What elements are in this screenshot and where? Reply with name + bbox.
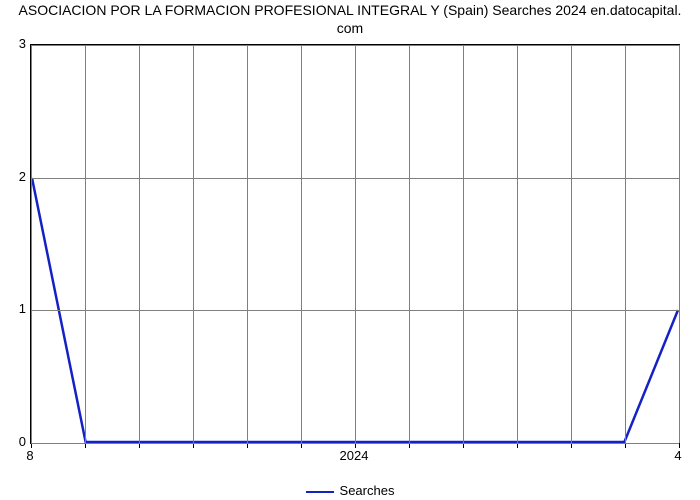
y-axis-label: 3 (6, 36, 26, 51)
grid-vertical (463, 45, 464, 443)
grid-horizontal (31, 310, 679, 311)
grid-horizontal (31, 178, 679, 179)
grid-horizontal (31, 45, 679, 46)
legend: Searches (0, 483, 700, 498)
title-line-2: com (337, 20, 363, 36)
plot-area (30, 44, 680, 444)
legend-label: Searches (340, 483, 395, 498)
y-axis-label: 2 (6, 169, 26, 184)
grid-vertical (247, 45, 248, 443)
y-axis-label: 1 (6, 301, 26, 316)
grid-vertical (301, 45, 302, 443)
x-axis-label-right: 4 (674, 448, 681, 463)
grid-vertical (139, 45, 140, 443)
title-line-1: ASOCIACION POR LA FORMACION PROFESIONAL … (19, 2, 682, 18)
x-axis-label-left: 8 (26, 448, 33, 463)
grid-vertical (355, 45, 356, 443)
grid-horizontal (31, 443, 679, 444)
grid-vertical (409, 45, 410, 443)
legend-line-sample (306, 491, 334, 493)
chart-container: ASOCIACION POR LA FORMACION PROFESIONAL … (0, 0, 700, 500)
grid-vertical (517, 45, 518, 443)
grid-vertical (85, 45, 86, 443)
grid-vertical (571, 45, 572, 443)
grid-vertical (625, 45, 626, 443)
x-axis-label-center: 2024 (340, 448, 369, 463)
grid-vertical (31, 45, 32, 443)
chart-title: ASOCIACION POR LA FORMACION PROFESIONAL … (0, 2, 700, 37)
y-axis-label: 0 (6, 434, 26, 449)
grid-vertical (679, 45, 680, 443)
grid-vertical (193, 45, 194, 443)
